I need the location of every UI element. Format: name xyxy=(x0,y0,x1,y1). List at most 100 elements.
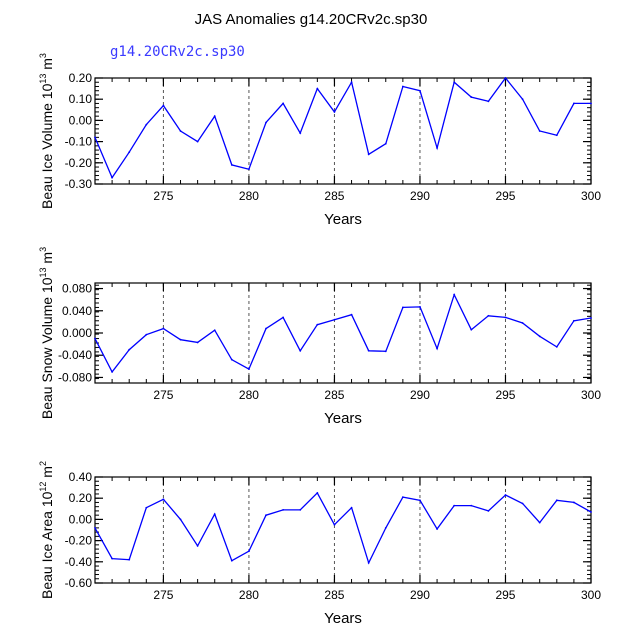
data-point xyxy=(572,102,575,105)
data-point xyxy=(504,494,507,496)
y-tick-label: 0.20 xyxy=(69,71,93,85)
data-point xyxy=(299,508,302,511)
y-axis-label-part: 2 xyxy=(38,461,48,466)
x-tick-label: 295 xyxy=(495,189,515,203)
data-point xyxy=(145,333,148,336)
chart-panels: 275 280 285 290 295 300 0.20 0.10 0.00 -0.10 -0.20… xyxy=(38,53,601,627)
data-point xyxy=(111,557,114,560)
data-point xyxy=(94,526,96,529)
data-point xyxy=(384,350,387,353)
data-point xyxy=(282,102,285,105)
data-point xyxy=(265,514,267,517)
data-point xyxy=(470,96,473,98)
x-tick-label: 280 xyxy=(239,588,259,602)
data-point xyxy=(333,523,336,526)
data-point xyxy=(419,499,421,502)
y-axis-label-part: 10 xyxy=(39,491,55,507)
y-axis-label-part: 3 xyxy=(38,247,48,252)
x-tick-label: 285 xyxy=(324,189,344,203)
y-axis-label-part: m xyxy=(39,252,55,268)
y-tick-label: 0.000 xyxy=(62,326,92,340)
data-point xyxy=(299,132,302,135)
data-point xyxy=(350,506,353,509)
data-point xyxy=(162,327,165,330)
data-point xyxy=(196,140,199,143)
x-axis-label: Years xyxy=(324,211,362,228)
data-point xyxy=(470,328,473,331)
y-axis-label: Beau Snow Volume 1013 m3 xyxy=(38,247,55,419)
y-tick-label: -0.60 xyxy=(65,576,93,590)
data-point xyxy=(316,492,319,494)
data-point xyxy=(367,349,370,352)
y-tick-label: 0.10 xyxy=(69,92,93,106)
data-point xyxy=(162,498,165,501)
x-tick-label: 290 xyxy=(410,388,430,402)
data-point xyxy=(504,316,507,319)
y-tick-label: -0.10 xyxy=(65,135,93,149)
y-tick-label: -0.20 xyxy=(65,534,93,548)
y-tick-label: 0.080 xyxy=(62,282,92,296)
data-point xyxy=(145,506,148,509)
data-point xyxy=(419,305,421,308)
data-point xyxy=(572,501,575,504)
data-point xyxy=(538,130,541,132)
data-point xyxy=(213,513,216,515)
data-point xyxy=(230,559,233,562)
data-point xyxy=(179,518,182,521)
data-point xyxy=(367,561,370,564)
data-point xyxy=(453,81,456,84)
data-point xyxy=(504,77,507,79)
data-point xyxy=(213,115,216,118)
data-point xyxy=(555,345,558,348)
data-point xyxy=(350,313,353,316)
figure-subtitle: g14.20CRv2c.sp30 xyxy=(110,44,245,60)
data-point xyxy=(453,504,456,507)
x-tick-label: 275 xyxy=(153,189,173,203)
x-tick-label: 275 xyxy=(153,388,173,402)
figure-title: JAS Anomalies g14.20CRv2c.sp30 xyxy=(195,11,428,28)
y-tick-label: 0.40 xyxy=(69,470,93,484)
x-tick-label: 275 xyxy=(153,588,173,602)
data-point xyxy=(590,511,592,513)
data-point xyxy=(453,293,456,296)
x-tick-label: 300 xyxy=(581,588,601,602)
data-point xyxy=(350,81,353,84)
x-axis-label: Years xyxy=(324,610,362,627)
data-point xyxy=(401,496,404,499)
x-tick-label: 280 xyxy=(239,388,259,402)
x-tick-label: 290 xyxy=(410,189,430,203)
x-tick-label: 300 xyxy=(581,189,601,203)
data-point xyxy=(230,164,233,166)
y-axis-label-part: Beau Ice Area xyxy=(39,507,55,599)
y-tick-label: -0.080 xyxy=(58,370,92,384)
data-point xyxy=(162,104,165,107)
data-point xyxy=(487,100,490,103)
data-point xyxy=(401,306,404,309)
chart-panel-1: 275 280 285 290 295 300 0.20 0.10 0.00 -0.10 -0.20… xyxy=(38,53,601,228)
y-tick-label: 0.00 xyxy=(69,512,93,526)
data-point xyxy=(265,121,267,124)
y-tick-label: 0.040 xyxy=(62,304,92,318)
data-point xyxy=(111,176,114,179)
data-point xyxy=(487,510,490,512)
y-tick-label: -0.20 xyxy=(65,156,93,170)
data-point xyxy=(128,151,131,154)
data-point xyxy=(436,347,438,350)
data-point xyxy=(265,327,267,330)
data-point xyxy=(521,98,524,101)
data-point xyxy=(248,368,250,371)
data-point xyxy=(128,558,131,561)
data-point xyxy=(94,337,96,340)
data-point xyxy=(538,335,541,338)
data-point xyxy=(487,314,490,317)
x-axis-label: Years xyxy=(324,410,362,427)
series-line xyxy=(94,292,592,374)
data-point xyxy=(316,87,319,90)
y-axis-label: Beau Ice Volume 1013 m3 xyxy=(38,53,55,209)
data-point xyxy=(282,508,285,511)
data-point xyxy=(521,502,524,505)
plot-frame xyxy=(94,77,592,185)
x-tick-label: 295 xyxy=(495,588,515,602)
y-tick-label: 0.20 xyxy=(69,491,93,505)
